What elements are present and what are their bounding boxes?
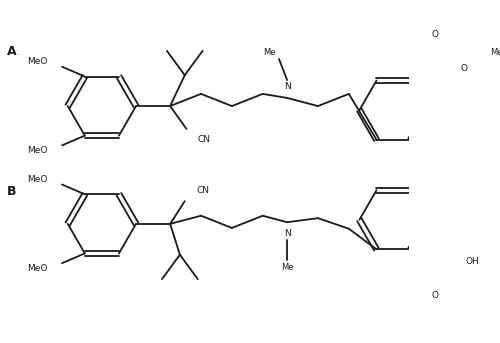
Text: Me: Me	[490, 48, 500, 57]
Text: Me: Me	[263, 48, 276, 57]
Text: CN: CN	[198, 135, 211, 144]
Text: OH: OH	[466, 257, 479, 266]
Text: Me: Me	[281, 263, 293, 272]
Text: O: O	[432, 30, 438, 39]
Text: A: A	[7, 45, 16, 58]
Text: O: O	[460, 64, 468, 73]
Text: O: O	[432, 291, 438, 300]
Text: N: N	[284, 82, 290, 91]
Text: N: N	[284, 229, 290, 238]
Text: MeO: MeO	[27, 175, 48, 184]
Text: MeO: MeO	[27, 146, 48, 155]
Text: CN: CN	[196, 186, 209, 194]
Text: MeO: MeO	[27, 263, 48, 273]
Text: MeO: MeO	[27, 57, 48, 67]
Text: B: B	[7, 185, 16, 198]
